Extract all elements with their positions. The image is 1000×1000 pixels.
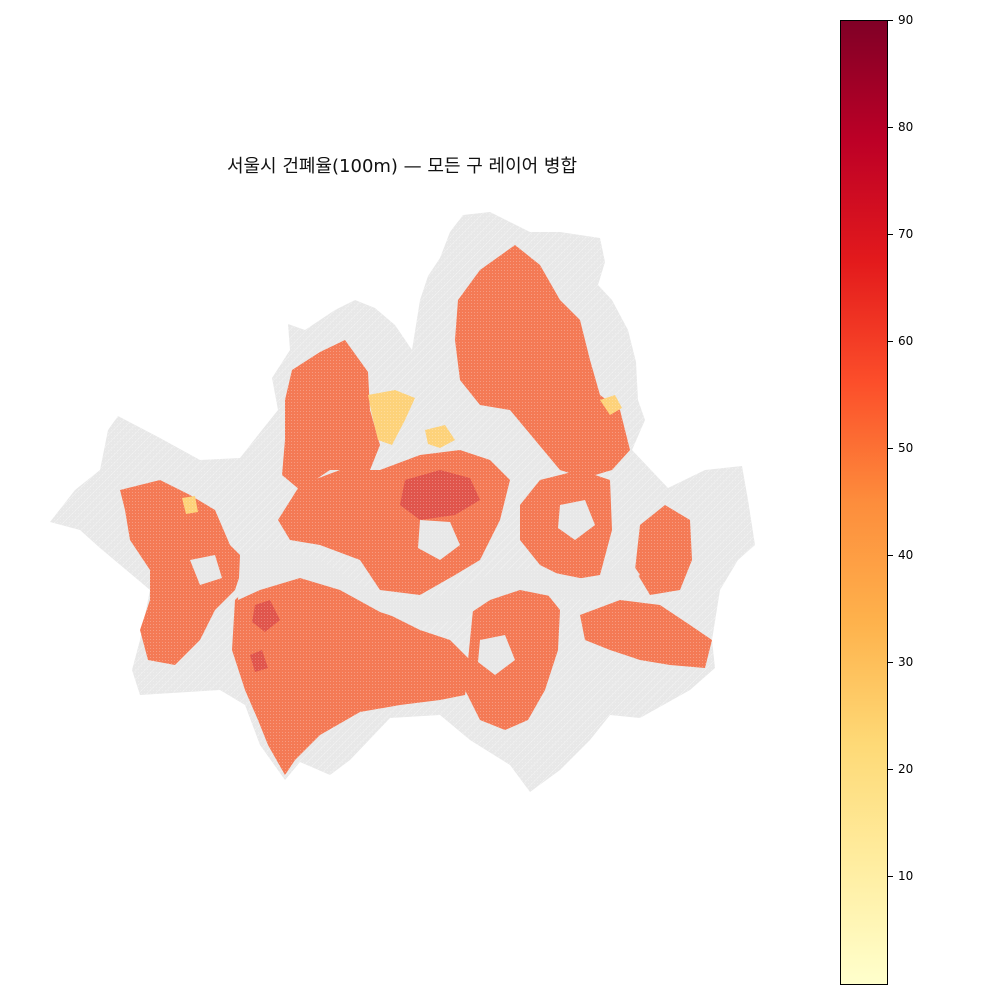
colorbar-tick — [888, 127, 893, 128]
colorbar-tick-label: 90 — [898, 13, 914, 27]
colorbar-tick — [888, 769, 893, 770]
colorbar-tick-label: 40 — [898, 548, 914, 562]
colorbar-tick-label: 20 — [898, 762, 914, 776]
colorbar: 10 20 30 40 50 60 70 80 90 — [840, 13, 913, 985]
colorbar-tick — [888, 20, 893, 21]
colorbar-tick — [888, 662, 893, 663]
colorbar-gradient — [840, 20, 888, 985]
colorbar-tick-label: 50 — [898, 441, 914, 455]
colorbar-tick-label: 60 — [898, 334, 914, 348]
colorbar-tick — [888, 234, 893, 235]
colorbar-tick — [888, 555, 893, 556]
colorbar-tick — [888, 876, 893, 877]
colorbar-tick — [888, 341, 893, 342]
colorbar-tick — [888, 448, 893, 449]
colorbar-tick-label: 70 — [898, 227, 914, 241]
colorbar-tick-label: 80 — [898, 120, 914, 134]
seoul-coverage-map — [50, 212, 755, 792]
grid-texture — [50, 212, 755, 792]
colorbar-tick-label: 30 — [898, 655, 914, 669]
map-title: 서울시 건폐율(100m) — 모든 구 레이어 병합 — [226, 156, 578, 177]
colorbar-tick-label: 10 — [898, 869, 914, 883]
